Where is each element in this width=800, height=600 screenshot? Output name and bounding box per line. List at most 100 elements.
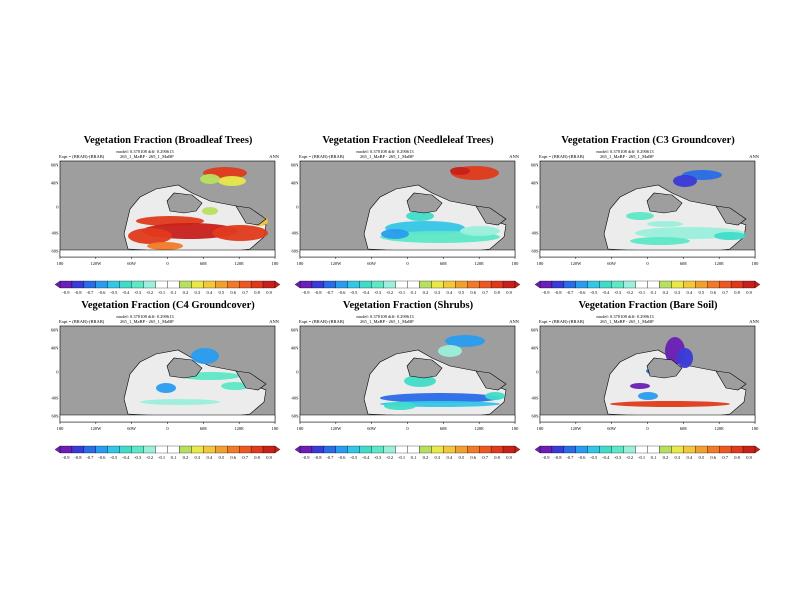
colorbar-swatch [683, 445, 696, 454]
vegetation-anomaly-patch [630, 237, 690, 245]
colorbar-swatch [335, 445, 348, 454]
inland-sea [235, 205, 267, 226]
lat-tick-label: 0 [536, 205, 539, 210]
colorbar-tick-label: -0.2 [146, 455, 153, 460]
colorbar-tick-label: -0.7 [86, 455, 94, 460]
lat-tick-label: 40S [531, 231, 539, 236]
vegetation-anomaly-patch [630, 383, 650, 389]
colorbar-swatch [647, 280, 660, 289]
colorbar-swatch [179, 280, 192, 289]
colorbar-swatch [167, 280, 180, 289]
colorbar-tick-label: -0.6 [578, 455, 586, 460]
colorbar-swatch [431, 280, 444, 289]
lat-tick-label: 40S [51, 231, 59, 236]
colorbar-tick-label: -0.4 [602, 455, 610, 460]
colorbar-swatch [479, 445, 492, 454]
map-plot: 60N 40N 0 40S 60S 180 120W 60W 0 60E 120E 180 -0.9 -0… [51, 160, 281, 295]
colorbar-swatch [359, 280, 372, 289]
colorbar-swatch [383, 445, 396, 454]
colorbar-swatch [191, 280, 204, 289]
colorbar-tick-label: 0.9 [506, 455, 512, 460]
colorbar-tick-label: -0.1 [398, 455, 405, 460]
colorbar-swatch [407, 445, 420, 454]
colorbar-swatch [695, 280, 708, 289]
colorbar-swatch [371, 445, 384, 454]
lon-tick-label: 60W [367, 261, 377, 266]
lon-tick-label: 60W [127, 426, 136, 431]
model-stat-line: model: 0.370108 diff: 0.290613 [596, 314, 654, 319]
colorbar-swatch [59, 445, 73, 454]
colorbar-tick-label: 0.9 [266, 290, 272, 295]
lat-tick-label: 60S [291, 414, 299, 419]
colorbar-tick-label: -0.1 [398, 290, 405, 295]
experiment-label: Expt = (BRAB)-(BRAB) [59, 319, 105, 324]
panel-title: Vegetation Fraction (Broadleaf Trees) [83, 135, 253, 146]
colorbar-tick-label: -0.4 [362, 290, 370, 295]
map-plot: 60N 40N 0 40S 60S 180 120W 60W 0 60E 120E 180 -0.9 -0… [51, 325, 281, 460]
colorbar-swatch [95, 445, 108, 454]
experiment-label: Expt = (BRAB)-(BRAB) [539, 319, 585, 324]
panel-title: Vegetation Fraction (Shrubs) [342, 300, 474, 311]
colorbar-swatch [467, 445, 480, 454]
colorbar-swatch [587, 445, 600, 454]
lon-tick-label: 60E [200, 261, 208, 266]
vegetation-anomaly-patch [438, 345, 462, 357]
vegetation-anomaly-patch [485, 392, 505, 400]
colorbar-tick-label: -0.9 [302, 455, 310, 460]
colorbar-tick-label: 0.2 [183, 290, 189, 295]
inland-sea [406, 192, 443, 214]
colorbar-tick-label: 0.8 [734, 455, 740, 460]
colorbar-swatch [419, 280, 432, 289]
colorbar-tick-label: 0.3 [675, 455, 681, 460]
lat-tick-label: 0 [56, 370, 59, 375]
map-panel: Vegetation Fraction (Bare Soil) model: 0.… [531, 300, 761, 470]
colorbar-swatch [71, 280, 85, 289]
colorbar-tick-label: -0.8 [314, 455, 322, 460]
vegetation-anomaly-patch [200, 174, 220, 184]
lat-tick-label: 40N [291, 181, 300, 186]
colorbar-tick-label: 0.3 [675, 290, 681, 295]
vegetation-anomaly-patch [381, 229, 409, 239]
colorbar-tick-label: 0.1 [171, 455, 177, 460]
vegetation-anomaly-patch [673, 175, 697, 187]
lon-tick-label: 180 [512, 261, 520, 266]
lon-tick-label: 180 [57, 426, 65, 431]
colorbar-swatch [479, 280, 492, 289]
model-stat-line: model: 0.370108 diff: 0.290613 [116, 149, 174, 154]
colorbar-swatch [407, 280, 420, 289]
lon-tick-label: 120W [90, 261, 102, 266]
lat-tick-label: 60N [531, 328, 540, 333]
lat-tick-label: 40N [531, 346, 540, 351]
colorbar-swatch [59, 280, 73, 289]
lon-tick-label: 120W [570, 261, 582, 266]
colorbar-swatch [671, 445, 684, 454]
colorbar-swatch [119, 280, 132, 289]
vegetation-anomaly-patch [714, 232, 746, 240]
lat-tick-label: 0 [536, 370, 539, 375]
colorbar-tick-label: -0.3 [614, 290, 622, 295]
colorbar-tick-label: -0.7 [326, 290, 334, 295]
inland-sea [475, 205, 507, 226]
map-plot: 60N 40N 0 40S 60S 180 120W 60W 0 60E 120E 180 -0.9 -0… [531, 160, 761, 295]
map-panel: Vegetation Fraction (Broadleaf Trees) mod… [51, 135, 281, 305]
colorbar-swatch [227, 445, 240, 454]
panel-title: Vegetation Fraction (C3 Groundcover) [561, 135, 735, 146]
case-name: 265_1_MaBP - 265_1_MaBP [600, 154, 654, 159]
colorbar-tick-label: 0.1 [411, 455, 417, 460]
colorbar-tick-label: -0.9 [302, 290, 310, 295]
lat-tick-label: 40N [51, 346, 60, 351]
colorbar-tick-label: 0.4 [686, 455, 692, 460]
colorbar-swatch [107, 280, 120, 289]
vegetation-anomaly-patch [406, 211, 434, 221]
colorbar-tick-label: 0.7 [482, 455, 488, 460]
colorbar-swatch [730, 445, 744, 454]
panel-title: Vegetation Fraction (C4 Groundcover) [81, 300, 255, 311]
colorbar-swatch [395, 445, 408, 454]
lon-tick-label: 120E [714, 426, 724, 431]
colorbar-tick-label: 0.7 [242, 455, 248, 460]
colorbar-swatch [575, 280, 588, 289]
colorbar-tick-label: 0.1 [651, 455, 657, 460]
colorbar-swatch [671, 280, 684, 289]
colorbar-max-arrow [514, 445, 521, 454]
